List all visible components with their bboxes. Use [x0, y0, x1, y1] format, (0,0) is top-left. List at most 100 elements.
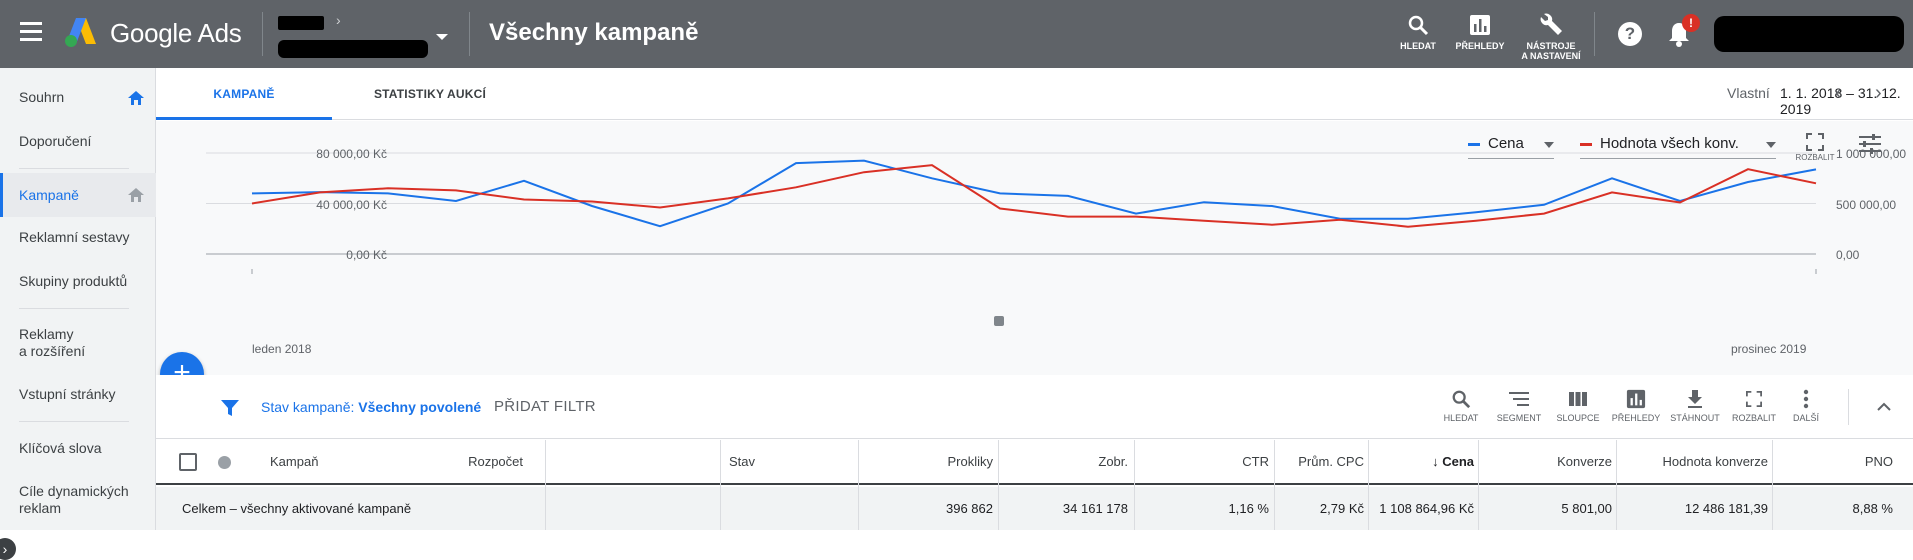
search-tool-button[interactable]: HLEDAT [1396, 12, 1440, 51]
column-header-ctr[interactable]: CTR [1242, 454, 1269, 469]
segment-icon [1509, 392, 1529, 406]
table-search-button[interactable]: HLEDAT [1436, 387, 1486, 423]
total-hodnota-konverze: 12 486 181,39 [1684, 501, 1768, 516]
date-range-value[interactable]: 1. 1. 2018 – 31. 12. 2019 [1780, 85, 1901, 117]
column-header-kampan[interactable]: Kampaň [270, 454, 319, 469]
dropdown-caret-icon [1766, 142, 1776, 148]
more-button[interactable]: DALŠÍ [1784, 387, 1828, 423]
column-header-stav[interactable]: Stav [729, 454, 756, 469]
column-header-prum-cpc[interactable]: Prům. CPC [1298, 454, 1364, 469]
chart-drag-handle[interactable] [994, 316, 1004, 326]
metric1-label: Cena [1488, 135, 1524, 152]
reports-tool-button[interactable]: PŘEHLEDY [1452, 12, 1508, 51]
chart-settings-icon[interactable] [1858, 133, 1882, 155]
menu-icon[interactable] [20, 22, 44, 44]
account-selector[interactable]: › [278, 12, 448, 58]
chart-expand-label: ROZBALIT [1795, 153, 1835, 162]
reports-icon [1470, 15, 1490, 35]
tab-kampane[interactable]: KAMPANĚ [156, 68, 332, 120]
column-header-prokliky[interactable]: Prokliky [947, 454, 993, 469]
column-header-konverze[interactable]: Konverze [1557, 454, 1612, 469]
chevron-right-icon: › [336, 12, 341, 28]
more-icon [1803, 389, 1809, 409]
collapse-arrow-icon[interactable]: › [0, 538, 16, 560]
help-icon[interactable]: ? [1618, 22, 1642, 46]
column-header-hodnota-konverze[interactable]: Hodnota konverze [1662, 454, 1768, 469]
download-button[interactable]: STÁHNOUT [1667, 387, 1723, 423]
column-header-cena[interactable]: ↓ Cena [1432, 454, 1474, 469]
select-all-checkbox[interactable] [179, 453, 197, 471]
sidebar-item-label: Reklamy [19, 326, 74, 342]
date-range-label: Vlastní [1727, 85, 1770, 101]
page-title: Všechny kampaně [489, 19, 699, 46]
sidebar-item-klicova-slova[interactable]: Klíčová slova [19, 440, 102, 456]
redacted-account-path [278, 16, 324, 30]
metric1-selector[interactable]: Cena [1468, 135, 1554, 159]
table-tool-label: SLOUPCE [1556, 413, 1600, 423]
column-separator [720, 440, 721, 530]
y-right-tick: 1 000 000,00 [1836, 147, 1907, 161]
column-separator [998, 440, 999, 530]
campaign-status-filter[interactable]: Stav kampaně: Všechny povolené [261, 399, 481, 415]
column-header-zobr[interactable]: Zobr. [1098, 454, 1128, 469]
redacted-user-account[interactable] [1714, 16, 1904, 52]
total-row-label: Celkem – všechny aktivované kampaně [182, 501, 412, 516]
search-tool-label: HLEDAT [1400, 41, 1436, 51]
filter-bar: Stav kampaně: Všechny povolené PŘIDAT FI… [156, 375, 1913, 439]
column-header-rozpocet[interactable]: Rozpočet [468, 454, 523, 469]
table-tool-label: DALŠÍ [1792, 413, 1819, 423]
columns-button[interactable]: SLOUPCE [1550, 387, 1606, 423]
sidebar-item-label: a rozšíření [19, 343, 86, 359]
add-filter-button[interactable]: PŘIDAT FILTR [494, 398, 596, 415]
metric2-selector[interactable]: Hodnota všech konv. [1580, 135, 1776, 159]
sidebar-separator [19, 308, 129, 309]
home-icon [128, 188, 144, 202]
collapse-chevron-up-icon[interactable] [1876, 401, 1892, 411]
series-line-2 [251, 164, 1817, 228]
sidebar-item-reklamy[interactable]: Reklamy a rozšíření [0, 326, 156, 360]
table-total-row [156, 487, 1913, 530]
sidebar-item-skupiny-produktu[interactable]: Skupiny produktů [19, 273, 128, 289]
sidebar-separator [19, 168, 129, 169]
total-cpc: 2,79 Kč [1319, 501, 1364, 516]
x-start-label: leden 2018 [252, 342, 312, 356]
filter-icon[interactable] [220, 399, 240, 417]
y-left-tick: 0,00 Kč [346, 248, 387, 262]
total-konverze: 5 801,00 [1561, 501, 1612, 516]
tools-label-line2: A NASTAVENÍ [1521, 51, 1581, 61]
dropdown-caret-icon [436, 34, 448, 40]
sort-arrow-icon: ↓ [1432, 454, 1439, 469]
sidebar-item-doporuceni[interactable]: Doporučení [19, 133, 92, 149]
prev-period-icon[interactable]: ‹ [1835, 82, 1842, 104]
performance-chart-panel: Cena Hodnota všech konv. ROZBALIT 80 000… [156, 121, 1913, 375]
sidebar-item-reklamni-sestavy[interactable]: Reklamní sestavy [19, 229, 130, 245]
chart-expand-button[interactable]: ROZBALIT [1793, 133, 1837, 162]
google-ads-logo [65, 18, 96, 47]
table-expand-button[interactable]: ROZBALIT [1728, 387, 1780, 423]
table-header-row [156, 440, 1913, 485]
search-icon [1452, 390, 1471, 409]
column-separator [1368, 440, 1369, 530]
column-header-pno[interactable]: PNO [1864, 454, 1893, 469]
column-separator [858, 440, 859, 530]
total-zobr: 34 161 178 [1062, 501, 1128, 516]
fullscreen-icon [1806, 133, 1824, 151]
top-bar: Google Ads › Všechny kampaně HLEDAT PŘEH… [0, 0, 1913, 68]
divider [1594, 12, 1595, 56]
fullscreen-icon [1746, 391, 1762, 407]
segment-button[interactable]: SEGMENT [1491, 387, 1547, 423]
next-period-icon[interactable]: › [1875, 82, 1882, 104]
sidebar-item-cile-dynamickych-reklam[interactable]: Cíle dynamických reklam [0, 483, 156, 517]
tab-statistiky-aukci[interactable]: STATISTIKY AUKCÍ [373, 87, 487, 101]
table-tool-label: HLEDAT [1443, 413, 1479, 423]
column-separator [1274, 440, 1275, 530]
tools-settings-button[interactable]: NÁSTROJE A NASTAVENÍ [1518, 12, 1584, 61]
filter-prefix: Stav kampaně: [261, 399, 359, 415]
campaigns-table: Kampaň Rozpočet Stav Prokliky Zobr. CTR … [156, 440, 1913, 530]
reports-tool-label: PŘEHLEDY [1455, 41, 1505, 51]
brand-name: Google Ads [110, 18, 242, 48]
sidebar-item-vstupni-stranky[interactable]: Vstupní stránky [19, 386, 116, 402]
table-reports-button[interactable]: PŘEHLEDY [1608, 387, 1664, 423]
column-separator [1616, 440, 1617, 530]
sidebar-item-souhrn[interactable]: Souhrn [19, 89, 65, 105]
